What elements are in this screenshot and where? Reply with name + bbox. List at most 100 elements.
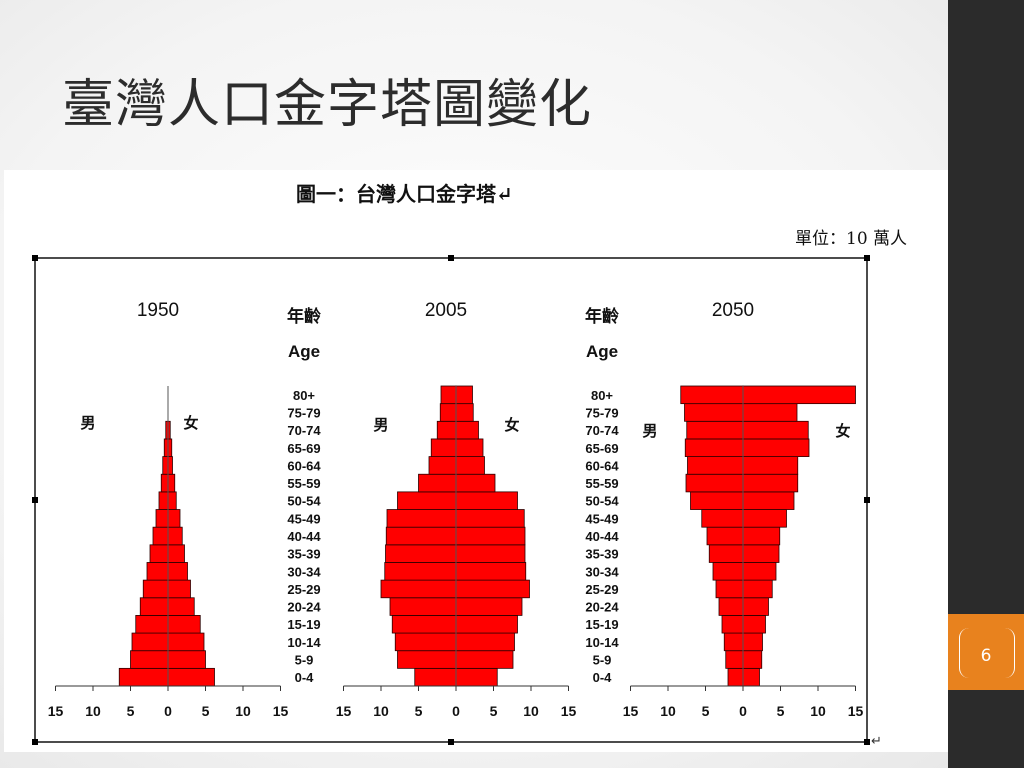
bar-male bbox=[380, 579, 457, 599]
age-group-label: 10-14 bbox=[287, 635, 321, 650]
bar-male bbox=[385, 544, 457, 563]
page-number-bracket bbox=[959, 628, 1015, 678]
bar-female bbox=[167, 491, 177, 510]
bar-female bbox=[455, 544, 526, 563]
x-tick-label: 5 bbox=[490, 703, 498, 719]
bar-male bbox=[158, 491, 169, 510]
age-group-label: 75-79 bbox=[287, 405, 320, 420]
bar-male bbox=[160, 473, 169, 493]
frame-handle bbox=[448, 739, 454, 745]
bar-female bbox=[167, 544, 185, 563]
x-tick-label: 5 bbox=[777, 703, 785, 719]
bar-male bbox=[384, 562, 457, 581]
bar-female bbox=[742, 403, 798, 422]
female-label: 女 bbox=[504, 416, 519, 434]
bar-male bbox=[418, 473, 457, 493]
bar-male bbox=[715, 579, 744, 599]
age-group-label: 70-74 bbox=[585, 423, 619, 438]
corner-mark: ↵ bbox=[871, 734, 882, 749]
bar-male bbox=[142, 579, 169, 599]
bar-male bbox=[684, 403, 744, 422]
x-tick-label: 5 bbox=[127, 703, 135, 719]
age-group-label: 70-74 bbox=[287, 423, 321, 438]
age-group-label: 10-14 bbox=[585, 635, 619, 650]
age-group-label: 0-4 bbox=[295, 670, 315, 685]
age-group-label: 40-44 bbox=[287, 529, 321, 544]
bar-male bbox=[385, 526, 457, 546]
bar-female bbox=[455, 526, 526, 546]
age-group-label: 15-19 bbox=[287, 617, 320, 632]
age-group-label: 0-4 bbox=[593, 670, 613, 685]
bar-male bbox=[163, 438, 169, 457]
age-group-label: 30-34 bbox=[585, 564, 619, 579]
bar-female bbox=[742, 579, 773, 599]
bar-female bbox=[455, 579, 530, 599]
bar-male bbox=[687, 456, 744, 475]
bar-female bbox=[742, 632, 763, 652]
bar-female bbox=[455, 438, 484, 457]
x-tick-label: 10 bbox=[235, 703, 251, 719]
bar-female bbox=[167, 667, 215, 687]
pyramid-title: 2005 bbox=[425, 300, 467, 321]
age-group-label: 25-29 bbox=[585, 582, 618, 597]
age-group-label: 20-24 bbox=[287, 600, 321, 615]
bar-female bbox=[742, 544, 780, 563]
bar-female bbox=[742, 509, 787, 528]
bar-male bbox=[686, 420, 744, 440]
bar-male bbox=[723, 632, 744, 652]
bar-male bbox=[389, 597, 457, 616]
bar-male bbox=[139, 597, 169, 616]
bar-male bbox=[386, 509, 457, 528]
bar-male bbox=[428, 456, 457, 475]
bar-male bbox=[718, 597, 744, 616]
age-group-label: 20-24 bbox=[585, 600, 619, 615]
age-group-label: 45-49 bbox=[287, 511, 320, 526]
age-header-en: Age bbox=[288, 342, 320, 361]
bar-female bbox=[742, 526, 781, 546]
age-group-label: 80+ bbox=[591, 388, 613, 403]
x-tick-label: 5 bbox=[702, 703, 710, 719]
bar-female bbox=[455, 403, 474, 422]
bar-female bbox=[742, 385, 856, 405]
bar-female bbox=[455, 509, 525, 528]
age-group-label: 35-39 bbox=[585, 547, 618, 562]
bar-male bbox=[397, 650, 457, 669]
age-group-label: 65-69 bbox=[585, 441, 618, 456]
bar-female bbox=[455, 597, 523, 616]
age-group-label: 80+ bbox=[293, 388, 315, 403]
pyramid-title: 2050 bbox=[712, 300, 754, 321]
bar-female bbox=[167, 526, 183, 546]
bar-male bbox=[708, 544, 744, 563]
x-tick-label: 15 bbox=[273, 703, 289, 719]
age-group-label: 65-69 bbox=[287, 441, 320, 456]
x-tick-label: 0 bbox=[452, 703, 460, 719]
bar-female bbox=[455, 456, 485, 475]
bar-male bbox=[414, 667, 457, 687]
x-tick-label: 15 bbox=[623, 703, 639, 719]
age-group-label: 55-59 bbox=[287, 476, 320, 491]
page-number: 6 bbox=[980, 646, 992, 666]
bar-male bbox=[439, 403, 457, 422]
bar-male bbox=[152, 526, 169, 546]
bar-female bbox=[455, 562, 527, 581]
bar-female bbox=[167, 438, 173, 457]
bar-male bbox=[690, 491, 744, 510]
bar-male bbox=[155, 509, 169, 528]
bar-male bbox=[430, 438, 457, 457]
male-label: 男 bbox=[80, 415, 95, 432]
bar-female bbox=[742, 491, 795, 510]
bar-male bbox=[725, 650, 744, 669]
age-group-label: 5-9 bbox=[593, 653, 612, 668]
bar-male bbox=[436, 420, 457, 440]
age-header: 年齡 bbox=[287, 306, 321, 326]
x-tick-label: 10 bbox=[810, 703, 826, 719]
bar-male bbox=[685, 473, 744, 493]
age-header-en: Age bbox=[586, 342, 618, 361]
bar-female bbox=[742, 667, 760, 687]
bar-female bbox=[742, 456, 799, 475]
bar-male bbox=[684, 438, 744, 457]
bar-female bbox=[742, 420, 809, 440]
bar-male bbox=[131, 632, 169, 652]
age-group-label: 40-44 bbox=[585, 529, 619, 544]
male-label: 男 bbox=[373, 417, 388, 434]
